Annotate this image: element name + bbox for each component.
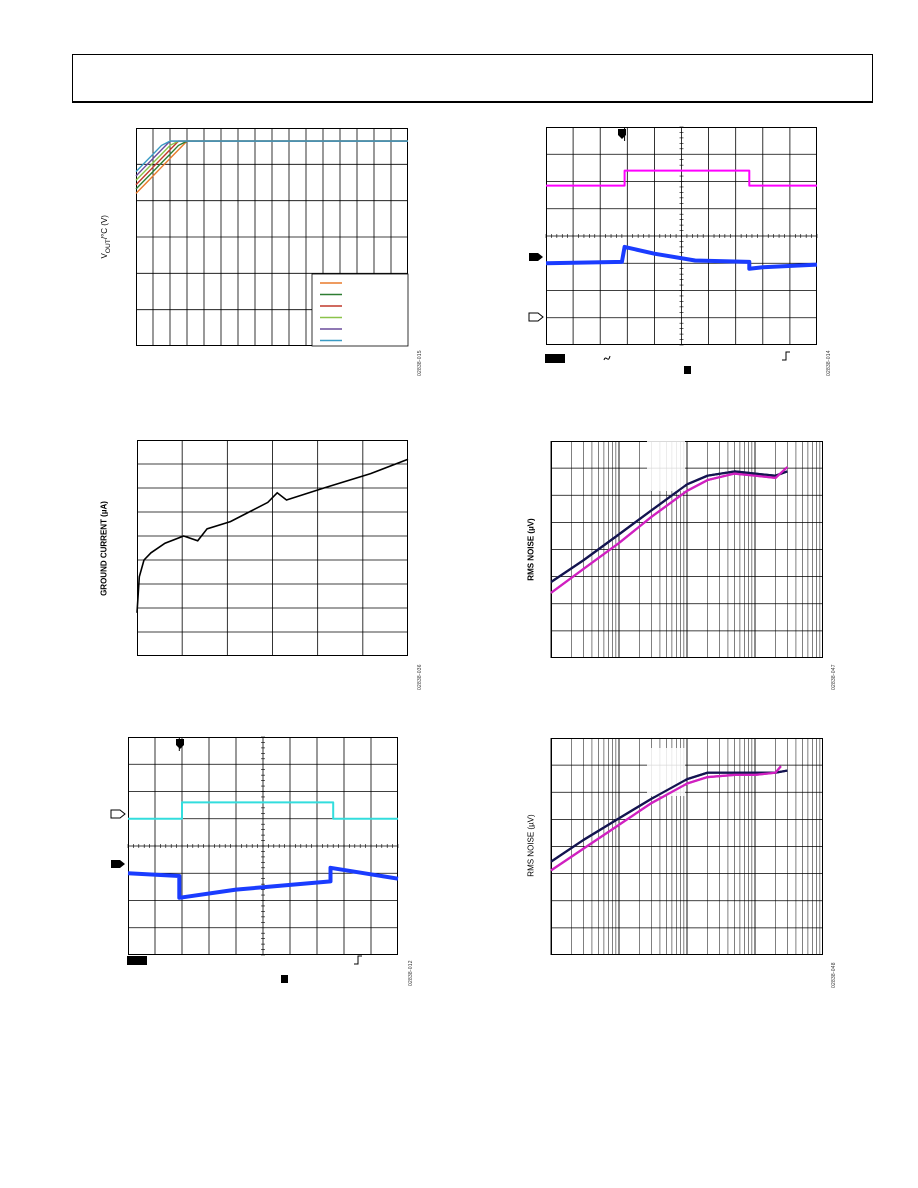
ground-marker-icon xyxy=(111,860,125,868)
ground-current-chart-plot xyxy=(136,440,409,656)
trigger-marker-icon xyxy=(618,129,626,139)
plot-frame xyxy=(128,737,398,955)
rms-noise-chart-2-plot xyxy=(550,738,823,955)
time-marker-icon xyxy=(281,975,288,983)
ground-current-y-axis-label: GROUND CURRENT (µA) xyxy=(99,501,109,596)
ground-marker-icon xyxy=(529,253,543,261)
channel-marker-icon xyxy=(528,312,544,322)
plot-frame xyxy=(137,440,408,656)
scope-top-channel-markers xyxy=(528,253,544,322)
time-marker-icon xyxy=(684,366,691,374)
plot-frame xyxy=(136,128,408,346)
ac-coupling-icon xyxy=(603,355,611,361)
scope-chart-top-plot xyxy=(545,126,818,346)
channel-marker-icon xyxy=(110,809,126,819)
series-line xyxy=(550,470,788,584)
channel-badge-icon xyxy=(127,956,147,965)
figure-id: 02838-048 xyxy=(831,962,837,988)
vout-chart xyxy=(135,128,409,347)
scope-trace xyxy=(128,801,398,820)
series-line xyxy=(135,140,408,190)
rms-noise-chart-2 xyxy=(550,738,823,955)
figure-id: 02838-015 xyxy=(417,350,423,376)
scope-trace xyxy=(127,865,399,900)
legend-box xyxy=(311,273,409,347)
scope-chart-bottom-plot xyxy=(127,736,399,956)
annotation-box xyxy=(647,441,685,491)
rms-noise-chart-1-plot xyxy=(550,441,823,658)
scope-top-footer xyxy=(545,351,790,374)
ground-current-chart xyxy=(136,440,409,656)
page-header-rule xyxy=(72,54,873,103)
figure-id: 02838-036 xyxy=(417,664,423,690)
vout-chart-plot xyxy=(135,128,409,347)
trigger-edge-icon xyxy=(354,955,362,965)
scope-chart-top xyxy=(545,126,818,346)
series-line xyxy=(135,140,408,173)
scope-bottom-channel-markers xyxy=(110,809,126,868)
figure-id: 02838-047 xyxy=(831,664,837,690)
series-line xyxy=(550,765,782,872)
series-line xyxy=(550,466,789,594)
series-line xyxy=(136,458,409,613)
vout-y-axis-label: VOUT/°C (V) xyxy=(100,215,112,259)
plot-frame xyxy=(551,738,823,955)
rms-noise-2-y-axis-label: RMS NOISE (µV) xyxy=(526,814,536,877)
trigger-marker-icon xyxy=(176,739,184,749)
plot-frame xyxy=(546,127,817,345)
scope-trace xyxy=(546,169,817,187)
scope-chart-bottom xyxy=(127,736,399,956)
trigger-edge-icon xyxy=(782,351,790,361)
scope-bottom-footer xyxy=(127,955,362,983)
scope-trace xyxy=(545,244,818,271)
channel-badge-icon xyxy=(545,354,565,363)
plot-frame xyxy=(551,441,823,658)
rms-noise-chart-1 xyxy=(550,441,823,658)
rms-noise-1-y-axis-label: RMS NOISE (µV) xyxy=(526,518,536,581)
figure-id: 02838-014 xyxy=(826,350,832,376)
figure-id: 02838-012 xyxy=(408,960,414,986)
